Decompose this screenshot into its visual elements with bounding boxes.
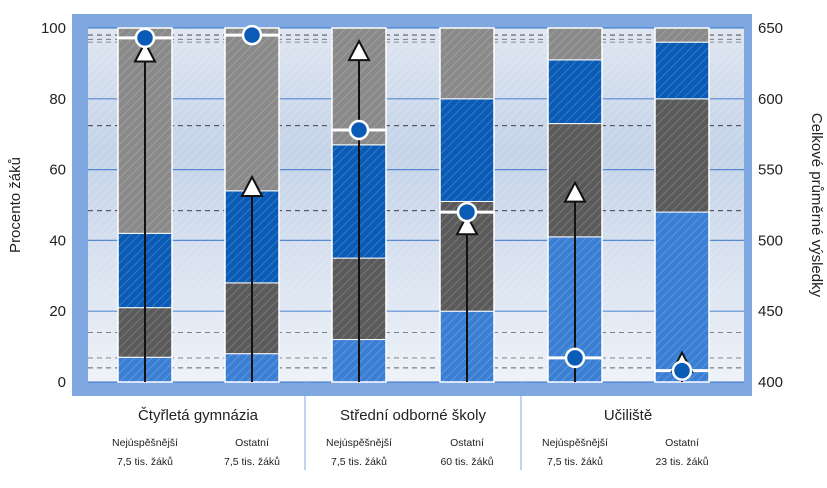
y2-axis-label: Celkové průměrné výsledky bbox=[808, 113, 825, 298]
bar-segment-texture bbox=[655, 42, 709, 99]
category-size-label: 7,5 tis. žáků bbox=[331, 456, 387, 468]
y-axis-label: Procento žáků bbox=[7, 157, 24, 253]
y-tick-label: 20 bbox=[49, 303, 66, 320]
bar-segment-texture bbox=[225, 28, 279, 191]
category-size-label: 23 tis. žáků bbox=[655, 456, 708, 468]
x-axis-labels: Čtyřletá gymnázia Střední odborné školy Uč… bbox=[112, 407, 709, 468]
score-markers bbox=[133, 24, 694, 381]
circle-marker bbox=[134, 27, 156, 49]
circle-marker bbox=[564, 347, 586, 369]
y-tick-label: 40 bbox=[49, 232, 66, 249]
category-name-label: Ostatní bbox=[665, 437, 699, 449]
category-name-label: Nejúspěšnější bbox=[326, 437, 392, 449]
group-label: Čtyřletá gymnázia bbox=[138, 407, 259, 424]
y2-tick-label: 550 bbox=[758, 162, 783, 179]
group-label: Střední odborné školy bbox=[340, 407, 486, 424]
bar-segment-texture bbox=[440, 98, 494, 202]
y2-tick-label: 450 bbox=[758, 303, 783, 320]
triangle-marker bbox=[133, 40, 157, 63]
y2-tick-label: 500 bbox=[758, 232, 783, 249]
bar-segment-texture bbox=[440, 28, 494, 99]
y2-tick-label: 650 bbox=[758, 20, 783, 37]
y-tick-label: 100 bbox=[41, 20, 66, 37]
y2-axis-ticks: 400 450 500 550 600 650 bbox=[758, 20, 783, 391]
circle-marker bbox=[348, 119, 370, 141]
plot-texture bbox=[88, 28, 744, 382]
triangle-marker bbox=[563, 180, 587, 203]
bar-segment-texture bbox=[655, 98, 709, 213]
bar-segment-texture bbox=[655, 28, 709, 43]
bar-segment-texture bbox=[548, 59, 602, 124]
circle-marker bbox=[671, 360, 693, 381]
y2-tick-label: 600 bbox=[758, 91, 783, 108]
category-name-label: Nejúspěšnější bbox=[112, 437, 178, 449]
category-size-label: 7,5 tis. žáků bbox=[117, 456, 173, 468]
bar-segment-texture bbox=[548, 28, 602, 60]
category-name-label: Ostatní bbox=[235, 437, 269, 449]
y-tick-label: 80 bbox=[49, 91, 66, 108]
y2-tick-label: 400 bbox=[758, 374, 783, 391]
triangle-marker bbox=[455, 213, 479, 236]
circle-marker bbox=[456, 201, 478, 223]
category-size-label: 7,5 tis. žáků bbox=[224, 456, 280, 468]
category-size-label: 60 tis. žáků bbox=[440, 456, 493, 468]
circle-marker bbox=[241, 24, 263, 46]
y-tick-label: 0 bbox=[58, 374, 66, 391]
group-label: Učiliště bbox=[604, 407, 652, 424]
y-tick-label: 60 bbox=[49, 162, 66, 179]
category-name-label: Ostatní bbox=[450, 437, 484, 449]
triangle-marker bbox=[347, 38, 371, 62]
category-name-label: Nejúspěšnější bbox=[542, 437, 608, 449]
reference-lines bbox=[88, 34, 744, 369]
gridlines bbox=[88, 27, 744, 383]
y-axis-ticks: 0 20 40 60 80 100 bbox=[41, 20, 66, 391]
triangle-marker bbox=[240, 174, 264, 198]
category-size-label: 7,5 tis. žáků bbox=[547, 456, 603, 468]
